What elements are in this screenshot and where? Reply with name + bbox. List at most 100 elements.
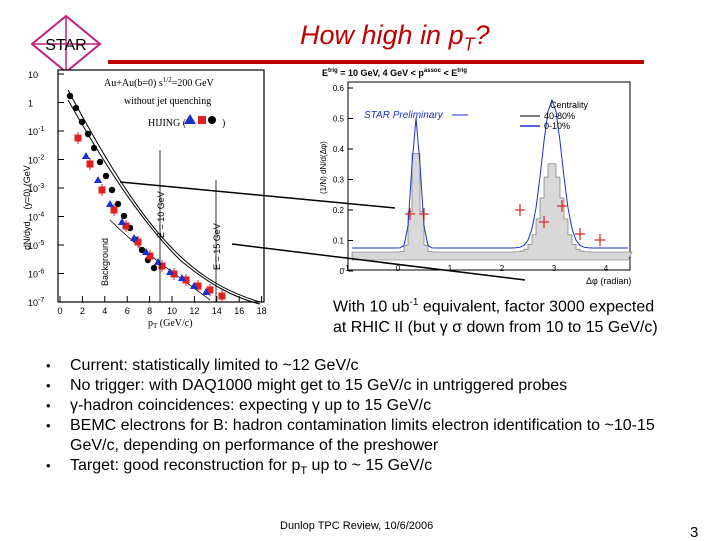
hijing-red-point — [158, 262, 166, 270]
left-y-tick-label: 10-2 — [28, 155, 44, 166]
left-x-tick-label: 8 — [147, 306, 152, 316]
bullet-item: BEMC electrons for B: hadron contaminati… — [46, 416, 706, 456]
left-x-tick-label: 4 — [102, 306, 107, 316]
left-x-tick-label: 12 — [189, 306, 199, 316]
left-y-tick-label: 10-3 — [28, 183, 44, 194]
right-x-tick-label: 0 — [396, 264, 401, 273]
left-x-tick-label: 10 — [167, 306, 177, 316]
logo-text: STAR — [45, 37, 86, 54]
hijing-black-circle-icon — [208, 116, 216, 124]
right-x-tick-label: 3 — [552, 264, 557, 273]
left-plot-x-ticks: 0 2 4 6 8 10 12 14 16 18 — [57, 296, 267, 316]
page-number: 3 — [690, 524, 699, 541]
hijing-red-point — [194, 282, 202, 290]
background-label: Background — [100, 238, 110, 286]
hijing-red-point — [122, 222, 130, 230]
hijing-black-point — [84, 130, 92, 138]
left-plot-data-points — [66, 92, 226, 302]
left-plot-hijing-label: HIJING () — [148, 118, 225, 129]
left-plot-background-curve — [109, 219, 211, 301]
left-plot-x-label: pT (GeV/c) — [148, 318, 193, 330]
right-y-tick-label: 0.2 — [333, 206, 345, 215]
azimuthal-correlation-plot: Etrig = 10 GeV, 4 GeV < passoc < Etrig 0… — [319, 68, 633, 286]
bullet-item: Current: statistically limited to ~12 Ge… — [46, 356, 706, 376]
left-plot-y-ticks: 10 1 10-1 10-2 10-3 10-4 10-5 10-6 10-7 — [28, 70, 64, 308]
hijing-black-point — [108, 186, 116, 194]
left-y-tick-label: 1 — [28, 99, 33, 109]
bullet-item: Target: good reconstruction for pT up to… — [46, 456, 706, 481]
right-y-tick-label: 0.1 — [333, 237, 345, 246]
hijing-blue-point — [82, 152, 90, 159]
left-y-tick-label: 10 — [28, 70, 38, 80]
left-plot-y-label: dN/dyd(y=0) (GeV — [22, 165, 32, 250]
et15-label: E = 15 GeV — [212, 223, 222, 270]
hijing-red-point — [170, 270, 178, 278]
hijing-red-point — [218, 292, 226, 300]
hijing-red-point — [74, 134, 82, 142]
hijing-blue-point — [106, 200, 114, 207]
hijing-red-point — [110, 206, 118, 214]
page-title: How high in pT? — [300, 20, 560, 55]
bullet-item: γ-hadron coincidences: expecting γ up to… — [46, 396, 706, 416]
hijing-blue-point — [190, 282, 198, 289]
preliminary-label: STAR Preliminary — [364, 110, 444, 121]
hijing-black-point — [102, 172, 110, 180]
right-y-tick-label: 0.5 — [333, 115, 345, 124]
left-x-tick-label: 16 — [234, 306, 244, 316]
caption-line-2: at RHIC II (but γ σ down from 10 to 15 G… — [333, 319, 658, 337]
right-plot-y-label: (1/N) dN/d(Δφ) — [319, 141, 328, 194]
hijing-blue-point — [202, 288, 210, 295]
right-x-tick-label: 2 — [500, 264, 505, 273]
legend-0-10: 0-10% — [544, 121, 570, 131]
caption-line-1: With 10 ub-1 equivalent, factor 3000 exp… — [333, 297, 655, 316]
centrality-label: Centrality — [550, 100, 589, 110]
right-y-tick-label: 0.3 — [333, 176, 345, 185]
hijing-black-point — [90, 144, 98, 152]
right-y-tick-label: 0.4 — [333, 145, 345, 154]
hijing-black-point — [138, 246, 146, 254]
hijing-black-point — [78, 118, 86, 126]
left-x-tick-label: 14 — [212, 306, 222, 316]
left-x-tick-label: 0 — [57, 306, 62, 316]
projection-caption: With 10 ub-1 equivalent, factor 3000 exp… — [333, 292, 708, 338]
title-rule — [108, 60, 644, 64]
left-plot-quenching-label: without jet quenching — [124, 96, 211, 107]
right-plot-x-label: Δφ (radian) — [586, 276, 631, 286]
left-y-tick-label: 10-6 — [28, 269, 44, 280]
left-y-tick-label: 10-1 — [28, 126, 44, 137]
left-x-tick-label: 6 — [125, 306, 130, 316]
left-y-tick-label: 10-5 — [28, 240, 44, 251]
footer-text: Dunlop TPC Review, 10/6/2006 — [280, 520, 434, 532]
hijing-black-point — [114, 200, 122, 208]
hijing-black-point — [150, 264, 158, 272]
hijing-red-point — [146, 252, 154, 260]
left-y-tick-label: 10-4 — [28, 212, 44, 223]
et10-label: E = 10 GeV — [156, 191, 166, 238]
hijing-blue-point — [142, 248, 150, 255]
legend-40-80: 40-80% — [544, 111, 575, 121]
hijing-blue-point — [178, 274, 186, 281]
hijing-red-point — [134, 238, 142, 246]
hijing-red-point — [182, 276, 190, 284]
hijing-red-point — [98, 186, 106, 194]
bullet-item: No trigger: with DAQ1000 might get to 15… — [46, 376, 706, 396]
right-plot-frame — [347, 81, 631, 271]
right-x-tick-label: 1 — [448, 264, 453, 273]
hijing-black-point — [66, 92, 74, 100]
hijing-red-point — [86, 160, 94, 168]
hijing-blue-point — [166, 268, 174, 275]
hijing-blue-point — [94, 176, 102, 183]
title-text: How high in p — [300, 20, 464, 50]
left-y-tick-label: 10-7 — [28, 297, 44, 308]
hijing-black-point — [96, 158, 104, 166]
left-x-tick-label: 2 — [80, 306, 85, 316]
right-x-tick-label: 4 — [604, 264, 609, 273]
right-y-tick-label: 0.6 — [333, 84, 345, 93]
title-subscript: T — [463, 34, 475, 55]
hijing-black-point — [72, 104, 80, 112]
hijing-blue-point — [118, 218, 126, 225]
hijing-red-square-icon — [198, 116, 206, 124]
right-plot-header: Etrig = 10 GeV, 4 GeV < passoc < Etrig — [322, 68, 467, 78]
left-plot-collision-label: Au+Au(b=0) s1/2=200 GeV — [104, 76, 215, 89]
